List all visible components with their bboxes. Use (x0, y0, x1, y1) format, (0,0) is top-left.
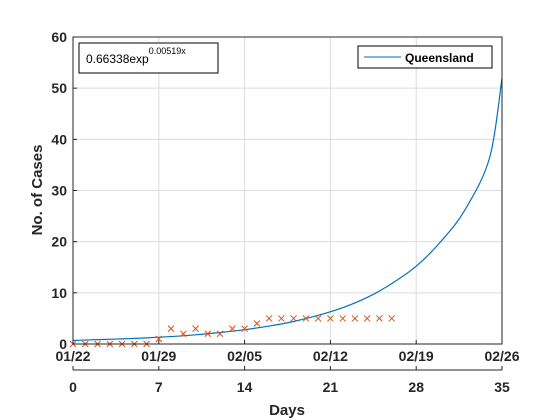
y-tick-label: 10 (51, 285, 67, 301)
day-tick-label: 14 (237, 379, 253, 395)
day-tick-label: 7 (155, 379, 163, 395)
day-tick-label: 21 (323, 379, 339, 395)
annotation-base: 0.66338exp (86, 52, 149, 66)
legend-label: Queensland (405, 51, 474, 65)
y-tick-label: 60 (51, 29, 67, 45)
day-tick-label: 0 (69, 379, 77, 395)
y-axis-title: No. of Cases (29, 145, 46, 236)
date-tick-label: 02/26 (484, 348, 519, 364)
day-tick-label: 28 (408, 379, 424, 395)
annotation-exponent: 0.00519x (149, 46, 187, 56)
x-axis-title: Days (269, 402, 305, 419)
date-tick-label: 02/19 (399, 348, 434, 364)
day-tick-label: 35 (494, 379, 510, 395)
date-tick-label: 01/29 (141, 348, 176, 364)
y-tick-label: 40 (51, 131, 67, 147)
date-tick-label: 02/12 (313, 348, 348, 364)
date-tick-label: 01/22 (55, 348, 90, 364)
y-tick-label: 20 (51, 234, 67, 250)
date-tick-label: 02/05 (227, 348, 262, 364)
fit-equation-annotation: 0.66338exp0.00519x (79, 43, 218, 73)
y-tick-label: 30 (51, 183, 67, 199)
legend: Queensland (358, 46, 492, 68)
y-tick-label: 50 (51, 80, 67, 96)
